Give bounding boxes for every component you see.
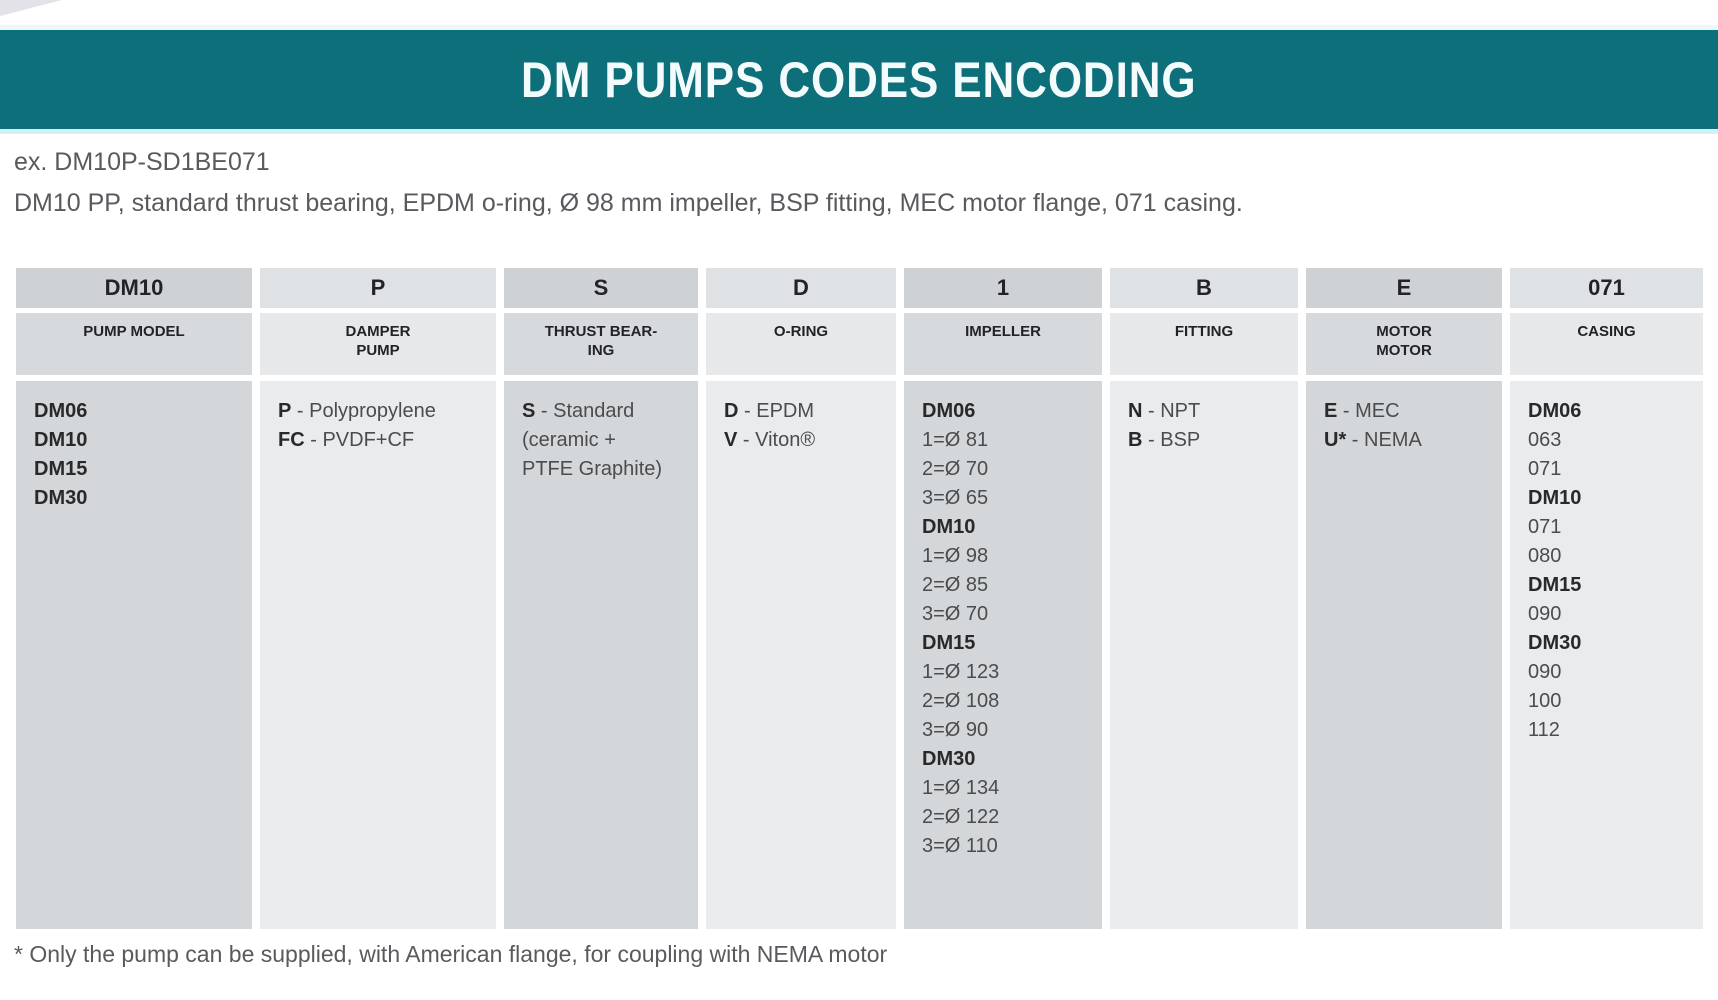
body-line: DM30 [1528,632,1582,654]
example-description-line: DM10 PP, standard thrust bearing, EPDM o… [14,189,1243,217]
body-line: 3=Ø 110 [922,835,998,857]
code-cell: DM10 [16,268,252,308]
body-line: 071 [1528,458,1562,480]
code-cell: S [504,268,698,308]
body-cell: S - Standard (ceramic + PTFE Graphite) [504,381,698,929]
body-line: 1=Ø 98 [922,545,989,567]
body-line: 1=Ø 134 [922,777,1000,799]
body-line: DM06 [922,400,976,422]
example-code-block: ex. DM10P-SD1BE071 DM10 PP, standard thr… [14,142,1243,224]
body-line: 100 [1528,690,1562,712]
body-line: DM10 [922,516,976,538]
table-body-row: DM06 DM10 DM15 DM30 P - Polypropylene FC - PV… [16,381,1706,929]
code-cell: D [706,268,896,308]
body-line: 112 [1528,719,1560,741]
body-line: E - MEC [1324,400,1400,422]
banner-underline [0,129,1718,134]
body-line: DM06 [1528,400,1582,422]
body-line: 3=Ø 90 [922,719,989,741]
footnote: * Only the pump can be supplied, with Am… [14,941,888,967]
body-cell: DM06 063 071 DM10 071 080 DM15 090 DM30 090 100 112 [1510,381,1703,929]
body-line: PTFE Graphite) [522,458,663,480]
body-line: DM30 [34,487,88,509]
example-code-line: ex. DM10P-SD1BE071 [14,148,270,176]
label-cell: THRUST BEAR- ING [504,313,698,375]
body-line: DM15 [34,458,88,480]
label-cell: PUMP MODEL [16,313,252,375]
label-cell: CASING [1510,313,1703,375]
body-line: 2=Ø 70 [922,458,989,480]
body-line: 2=Ø 108 [922,690,1000,712]
label-cell: IMPELLER [904,313,1102,375]
label-header-row: PUMP MODEL DAMPER PUMP THRUST BEAR- ING O-R… [16,313,1706,375]
body-line: V - Viton® [724,429,816,451]
body-cell: E - MEC U* - NEMA [1306,381,1502,929]
body-line: 1=Ø 123 [922,661,1000,683]
body-line: B - BSP [1128,429,1201,451]
code-cell: 071 [1510,268,1703,308]
codes-table: DM10 P S D 1 B E 071 PUMP MODEL DAMPER PUMP THRUS… [16,268,1706,929]
body-line: DM30 [922,748,976,770]
code-cell: P [260,268,496,308]
body-line: DM10 [34,429,88,451]
body-line: FC - PVDF+CF [278,429,415,451]
banner-top-accent-line [0,25,1718,30]
body-cell: DM06 DM10 DM15 DM30 [16,381,252,929]
body-cell: D - EPDM V - Viton® [706,381,896,929]
label-cell: DAMPER PUMP [260,313,496,375]
label-cell: O-RING [706,313,896,375]
body-line: 071 [1528,516,1562,538]
body-line: DM06 [34,400,88,422]
body-line: 090 [1528,603,1562,625]
body-line: 3=Ø 70 [922,603,989,625]
body-line: 090 [1528,661,1562,683]
page-title: DM PUMPS CODES ENCODING [521,51,1197,108]
code-cell: E [1306,268,1502,308]
body-line: DM15 [1528,574,1582,596]
body-line: (ceramic + [522,429,616,451]
body-line: P - Polypropylene [278,400,436,422]
title-banner: DM PUMPS CODES ENCODING [0,30,1718,129]
body-cell: N - NPT B - BSP [1110,381,1298,929]
label-cell: FITTING [1110,313,1298,375]
body-cell: DM06 1=Ø 81 2=Ø 70 3=Ø 65 DM10 1=Ø 98 2=Ø 85 3=… [904,381,1102,929]
body-line: 063 [1528,429,1562,451]
label-cell: MOTOR MOTOR [1306,313,1502,375]
body-line: 2=Ø 85 [922,574,989,596]
body-cell: P - Polypropylene FC - PVDF+CF [260,381,496,929]
code-cell: B [1110,268,1298,308]
body-line: DM10 [1528,487,1582,509]
body-line: S - Standard [522,400,635,422]
body-line: 3=Ø 65 [922,487,989,509]
code-header-row: DM10 P S D 1 B E 071 [16,268,1706,308]
body-line: 1=Ø 81 [922,429,989,451]
code-cell: 1 [904,268,1102,308]
body-line: 080 [1528,545,1562,567]
page-corner-decoration [0,0,62,16]
body-line: DM15 [922,632,976,654]
body-line: U* - NEMA [1324,429,1422,451]
body-line: 2=Ø 122 [922,806,1000,828]
body-line: N - NPT [1128,400,1201,422]
body-line: D - EPDM [724,400,815,422]
